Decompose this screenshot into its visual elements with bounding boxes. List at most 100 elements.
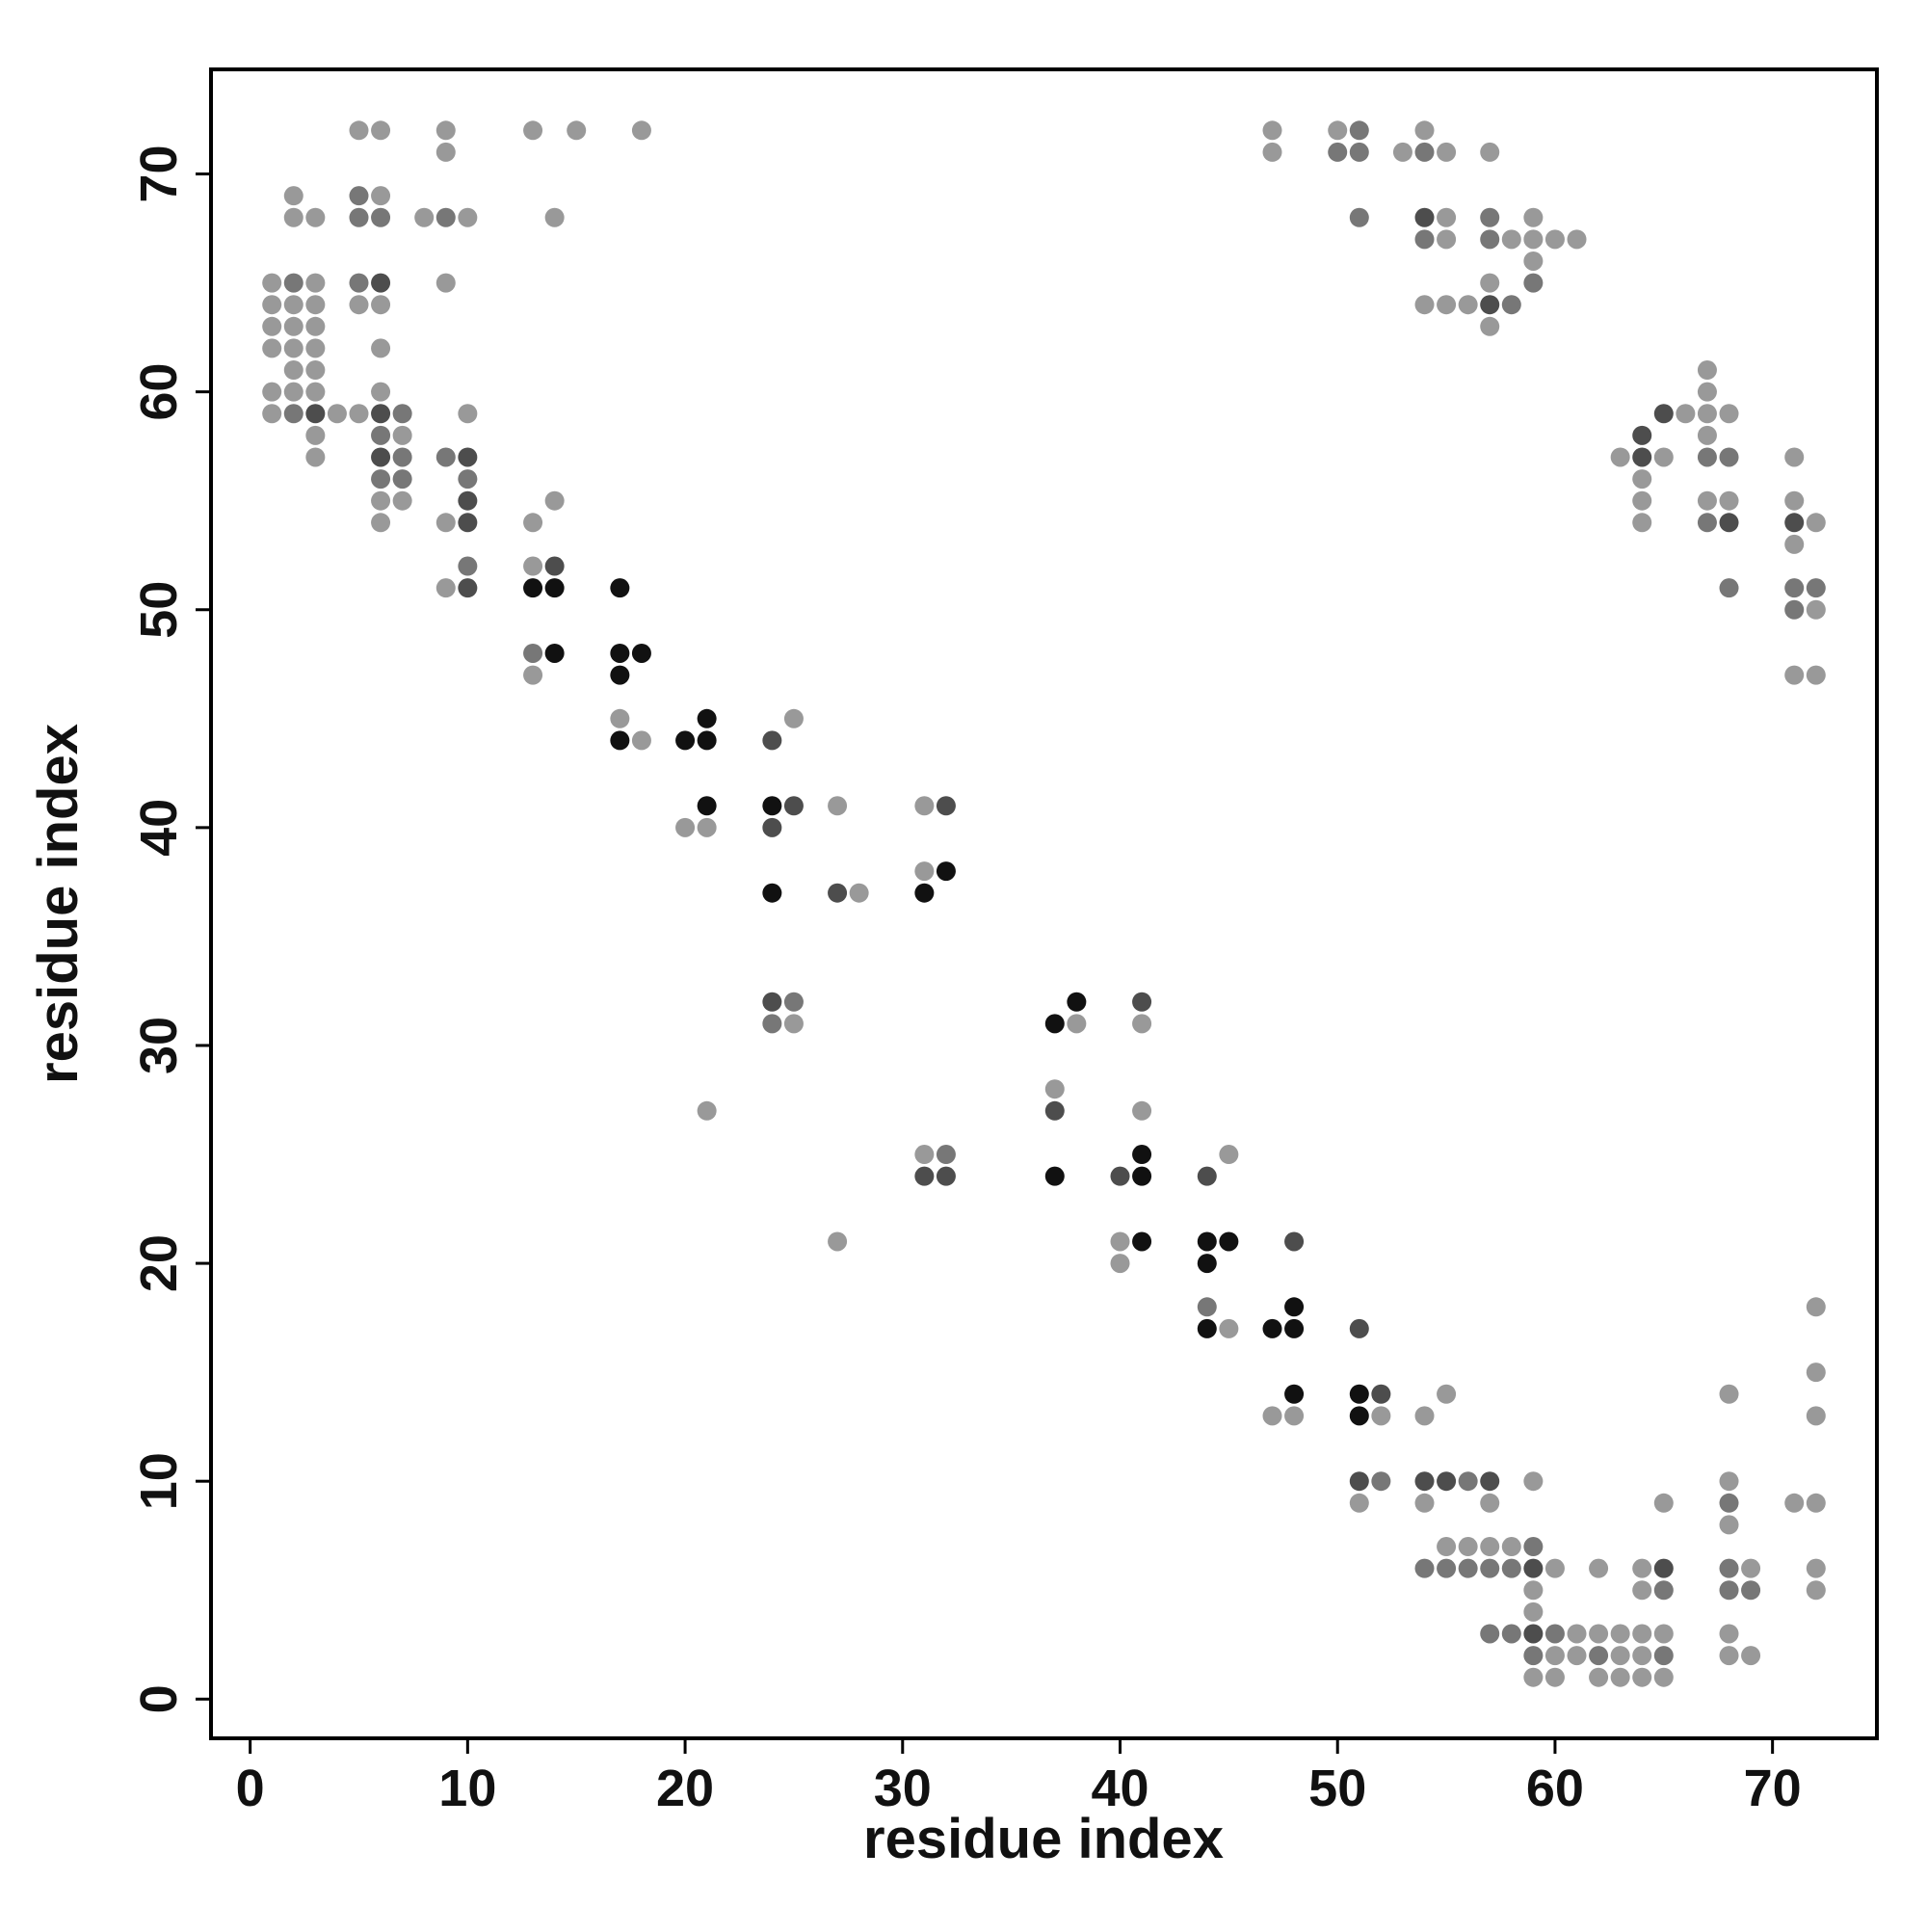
contact-point xyxy=(1458,1471,1478,1492)
contact-point xyxy=(1784,447,1805,467)
contact-point xyxy=(762,1014,782,1034)
contact-point xyxy=(458,207,478,227)
contact-point xyxy=(936,796,956,816)
contact-point xyxy=(283,338,304,358)
contact-point xyxy=(305,295,326,315)
contact-point xyxy=(523,665,543,685)
contact-point xyxy=(1806,1493,1826,1513)
contact-point xyxy=(1567,229,1587,250)
y-tick-label: 0 xyxy=(130,1684,188,1713)
contact-point xyxy=(392,447,412,467)
contact-point xyxy=(1110,1166,1130,1186)
contact-point xyxy=(371,338,391,358)
contact-point xyxy=(936,861,956,882)
contact-point xyxy=(1523,273,1544,293)
contact-point xyxy=(1610,447,1630,467)
contact-point xyxy=(697,796,717,816)
contact-point xyxy=(1719,1624,1739,1644)
y-tick-label: 20 xyxy=(130,1234,188,1292)
contact-point xyxy=(936,1166,956,1186)
contact-point xyxy=(1067,992,1087,1012)
contact-point xyxy=(1458,1537,1478,1557)
contact-point xyxy=(849,883,869,903)
contact-point xyxy=(1197,1254,1217,1274)
contact-point xyxy=(283,186,304,206)
contact-point xyxy=(371,273,391,293)
contact-point xyxy=(1784,599,1805,620)
contact-point xyxy=(762,796,782,816)
contact-point xyxy=(1371,1471,1391,1492)
contact-point xyxy=(1414,1493,1435,1513)
x-tick-label: 10 xyxy=(438,1760,496,1817)
contact-point xyxy=(1219,1231,1239,1252)
contact-point xyxy=(436,120,456,141)
contact-point xyxy=(1610,1646,1630,1666)
contact-point xyxy=(414,207,435,227)
contact-point xyxy=(283,382,304,402)
contact-point xyxy=(1523,207,1544,227)
contact-point xyxy=(828,883,848,903)
contact-point xyxy=(436,447,456,467)
contact-point xyxy=(392,404,412,424)
contact-point xyxy=(1653,1493,1674,1513)
contact-point xyxy=(371,447,391,467)
contact-point xyxy=(1544,1646,1565,1666)
contact-point xyxy=(1806,1558,1826,1578)
contact-point xyxy=(305,447,326,467)
contact-point xyxy=(1132,1231,1152,1252)
plot-frame xyxy=(209,67,1879,1740)
contact-point xyxy=(1284,1384,1305,1404)
contact-point xyxy=(1480,1537,1500,1557)
contact-point xyxy=(1719,578,1739,598)
contact-point xyxy=(1067,1014,1087,1034)
contact-point xyxy=(1414,120,1435,141)
contact-point xyxy=(762,992,782,1012)
contact-point xyxy=(1523,1580,1544,1601)
contact-point xyxy=(610,665,630,685)
contact-point xyxy=(1110,1231,1130,1252)
contact-point xyxy=(697,1100,717,1121)
contact-point xyxy=(1480,1558,1500,1578)
contact-point xyxy=(1567,1646,1587,1666)
contact-point xyxy=(436,207,456,227)
contact-point xyxy=(283,295,304,315)
contact-point xyxy=(1806,1297,1826,1317)
contact-point xyxy=(305,338,326,358)
y-tick-label: 40 xyxy=(130,799,188,857)
contact-point xyxy=(1697,447,1717,467)
contact-point xyxy=(1501,229,1521,250)
contact-point xyxy=(610,730,630,751)
contact-point xyxy=(610,578,630,598)
contact-point xyxy=(305,425,326,445)
contact-point xyxy=(1632,1667,1652,1687)
contact-point xyxy=(1653,404,1674,424)
contact-point xyxy=(371,404,391,424)
contact-point xyxy=(1480,295,1500,315)
contact-point xyxy=(697,817,717,837)
contact-point xyxy=(1741,1646,1761,1666)
contact-point xyxy=(1719,1558,1739,1578)
contact-point xyxy=(1610,1667,1630,1687)
contact-point xyxy=(1632,1580,1652,1601)
contact-point xyxy=(1414,1471,1435,1492)
contact-point xyxy=(544,556,565,576)
contact-point xyxy=(1632,1646,1652,1666)
contact-point xyxy=(1653,1580,1674,1601)
contact-point xyxy=(1132,992,1152,1012)
contact-point xyxy=(371,425,391,445)
contact-point xyxy=(458,513,478,533)
contact-point xyxy=(936,1145,956,1165)
contact-point xyxy=(1523,1624,1544,1644)
contact-point xyxy=(458,447,478,467)
contact-point xyxy=(544,643,565,663)
contact-point xyxy=(436,142,456,162)
contact-point xyxy=(1328,142,1348,162)
contact-point xyxy=(371,513,391,533)
contact-point xyxy=(371,120,391,141)
contact-point xyxy=(1632,469,1652,490)
contact-point xyxy=(762,730,782,751)
contact-point xyxy=(349,295,369,315)
contact-point xyxy=(1784,665,1805,685)
contact-point xyxy=(783,1014,804,1034)
